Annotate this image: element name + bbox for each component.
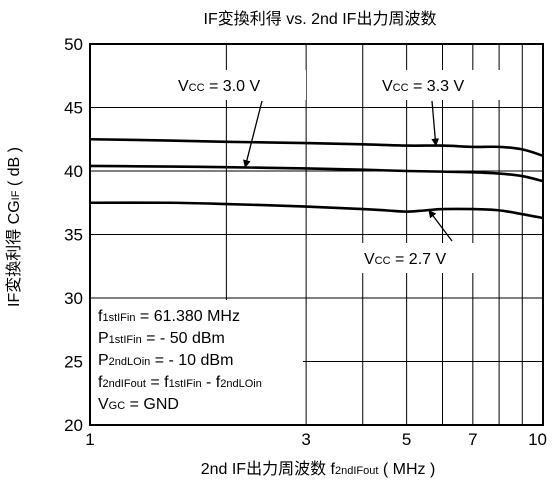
annotation-arrow [431,100,440,147]
x-tick-label: 10 [528,430,547,449]
annotation-bg [376,70,500,100]
series-group [89,137,544,220]
annotation-label: VCC = 3.3 V [382,78,464,95]
condition-line: P2ndLOin = - 10 dBm [98,352,233,369]
series-line [89,137,544,158]
series-line [89,201,544,220]
y-tick-label: 35 [64,226,83,245]
y-tick-label: 20 [64,416,83,435]
grid-lines [90,44,543,425]
x-tick-label: 7 [468,430,477,449]
condition-bg [91,300,303,424]
condition-box: f1stIFin = 61.380 MHz P1stIFin = - 50 dBm… [91,300,303,424]
condition-line: VGC = GND [98,396,179,413]
condition-line: f1stIFin = 61.380 MHz [98,308,240,325]
annotation-label: VCC = 3.0 V [178,78,260,95]
condition-line: P1stIFin = - 50 dBm [98,330,225,347]
x-axis-label: 2nd IF出力周波数 f2ndIFout ( MHz ) [201,460,436,478]
annotation-bg [182,70,306,100]
y-tick-label: 45 [64,99,83,118]
y-tick-label: 30 [64,289,83,308]
y-axis-label: IF変換利得 CGIF ( dB ) [5,147,23,307]
x-tick-label: 5 [402,430,411,449]
y-axis-ticks: 20 25 30 35 40 45 50 [64,35,83,435]
annotation-arrow [428,209,453,242]
annotations: VCC = 3.0 V VCC = 3.3 V VCC = 2.7 V [178,70,500,273]
plot-area [89,43,544,426]
x-axis-ticks: 1 3 5 7 10 [85,430,547,449]
annotation-arrow [243,100,263,168]
annotation-bg [358,243,476,273]
annotation-label: VCC = 2.7 V [364,251,446,268]
condition-line: f2ndIFout = f1stIFin - f2ndLOin [98,374,262,391]
x-tick-label: 3 [301,430,310,449]
x-tick-label: 1 [85,430,94,449]
series-line [89,164,544,183]
y-tick-label: 50 [64,35,83,54]
y-tick-label: 25 [64,353,83,372]
chart-title: IF変換利得 vs. 2nd IF出力周波数 [204,10,437,28]
y-tick-label: 40 [64,162,83,181]
